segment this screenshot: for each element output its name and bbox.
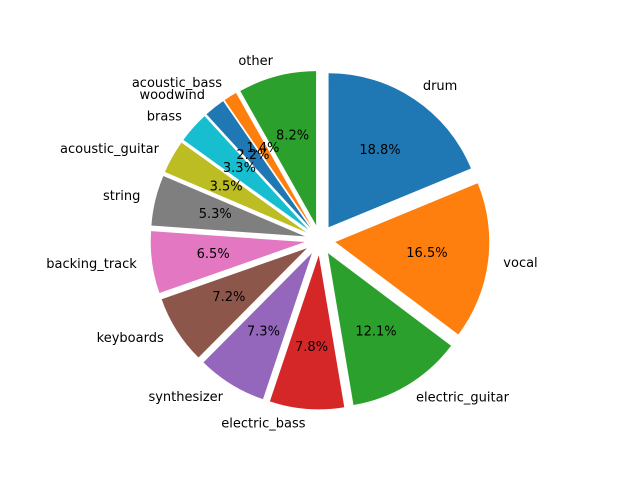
pct-label-string: 5.3%: [199, 207, 232, 222]
pie-slice-drum: [328, 73, 471, 228]
pct-label-brass: 3.3%: [223, 161, 256, 176]
pie-slice-synthesizer: [203, 253, 312, 400]
pie-slice-woodwind: [206, 101, 311, 228]
slice-label-backing_track: backing_track: [46, 257, 137, 272]
pie-slice-string: [151, 175, 306, 237]
pie-slice-other: [240, 71, 317, 226]
pie-slice-electric_bass: [269, 255, 345, 410]
pie-slice-backing_track: [150, 231, 305, 294]
pie-slice-electric_guitar: [327, 253, 452, 406]
slice-label-synthesizer: synthesizer: [148, 390, 223, 405]
slice-label-brass: brass: [147, 110, 182, 125]
pct-label-keyboards: 7.2%: [212, 290, 245, 305]
pie-slice-vocal: [335, 183, 490, 335]
pct-label-synthesizer: 7.3%: [247, 324, 280, 339]
slice-label-vocal: vocal: [503, 256, 537, 271]
slice-label-woodwind: woodwind: [139, 88, 205, 103]
pct-label-acoustic_bass: 1.4%: [246, 141, 279, 156]
pct-label-drum: 18.8%: [359, 143, 400, 158]
pie-slice-acoustic_guitar: [164, 142, 307, 233]
pct-label-vocal: 16.5%: [406, 246, 447, 261]
slice-label-other: other: [238, 54, 273, 69]
pie-slice-keyboards: [161, 248, 307, 358]
slice-label-string: string: [103, 189, 140, 204]
slice-label-acoustic_bass: acoustic_bass: [132, 76, 222, 91]
pct-label-acoustic_guitar: 3.5%: [210, 180, 243, 195]
pie-slice-brass: [183, 116, 309, 230]
pct-label-electric_bass: 7.8%: [295, 340, 328, 355]
pct-label-backing_track: 6.5%: [197, 247, 230, 262]
pct-label-other: 8.2%: [276, 128, 309, 143]
pie-slice-acoustic_bass: [224, 92, 312, 227]
pct-label-woodwind: 2.2%: [236, 148, 269, 163]
pct-label-electric_guitar: 12.1%: [355, 325, 396, 340]
slice-label-drum: drum: [423, 79, 458, 94]
slice-label-electric_bass: electric_bass: [221, 417, 305, 432]
slice-label-electric_guitar: electric_guitar: [416, 390, 510, 405]
slice-label-keyboards: keyboards: [97, 331, 164, 346]
slice-label-acoustic_guitar: acoustic_guitar: [60, 142, 160, 157]
